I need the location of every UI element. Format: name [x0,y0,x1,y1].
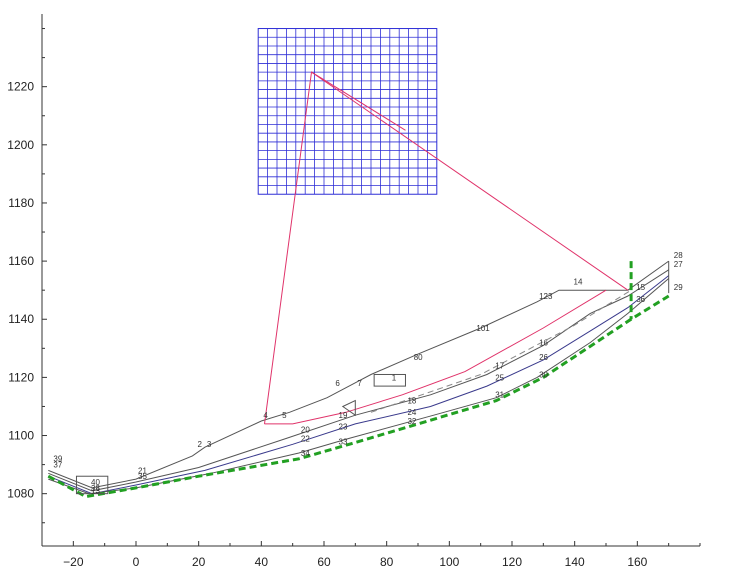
point-label: 32 [407,417,416,426]
point-label: 16 [539,338,548,347]
point-label: 13 [91,487,100,496]
point-label: 5 [282,411,287,420]
point-label: 39 [53,455,62,464]
trial-slip-line-3 [311,71,406,131]
soil-layers [48,260,670,495]
point-label: 27 [674,260,683,269]
x-tick-label: 0 [133,555,140,569]
x-tick-label: 140 [565,555,585,569]
point-label: 29 [674,283,683,292]
point-label: 3 [207,440,212,449]
y-tick-label: 1220 [7,80,34,94]
point-label: 36 [636,295,645,304]
point-label: 80 [414,353,423,362]
point-label: 22 [301,434,310,443]
point-label: 7 [357,379,362,388]
point-label: 17 [495,362,504,371]
label-box [75,475,109,495]
point-label: 33 [339,437,348,446]
x-tick-label: 40 [255,555,269,569]
y-tick-label: 1140 [8,312,34,326]
y-tick-label: 1180 [8,196,34,210]
point-label: 15 [636,283,645,292]
point-label: 35 [138,472,147,481]
y-tick-label: 1160 [8,254,34,268]
axes [41,14,701,547]
point-label: 38 [91,484,100,493]
y-tick-label: 1200 [7,138,34,152]
layer-line-1 [48,260,669,489]
point-label: 37 [53,461,62,470]
point-label: 6 [335,379,340,388]
point-label: 14 [574,277,583,286]
point-label: 1 [392,373,397,382]
point-label: 26 [539,353,548,362]
point-label: 28 [674,251,683,260]
point-label: 25 [495,373,504,382]
trial-slip-line-1 [264,71,629,424]
point-label: 19 [339,411,348,420]
x-tick-label: 100 [439,555,459,569]
point-label: 101 [476,324,490,333]
point-label: 23 [339,423,348,432]
x-tick-label: 160 [627,555,647,569]
layer-line-5 [370,289,632,413]
search-grid-border [257,28,438,195]
point-label: 40 [91,478,100,487]
x-tick-label: 60 [317,555,331,569]
point-label: 34 [301,449,310,458]
y-tick-label: 1100 [8,429,34,443]
point-label: 123 [539,292,553,301]
critical-slip-surface [47,294,670,499]
x-tick-label: −20 [63,555,84,569]
x-tick-label: 80 [380,555,394,569]
layer-line-3 [48,275,670,495]
point-label: 31 [495,391,504,400]
x-tick-label: 20 [192,555,206,569]
point-label: 18 [407,397,416,406]
point-label: 24 [407,408,416,417]
trial-slip-line-2 [264,289,607,425]
x-tick-label: 120 [502,555,522,569]
label-box [373,373,406,387]
tick-labels: −20 0 20 40 60 80 100 120 140 1601080110011201140… [7,80,647,569]
y-tick-label: 1080 [7,487,34,501]
point-label: 21 [138,466,147,475]
search-grid [257,28,438,195]
layer-line-4 [48,278,670,495]
y-tick-label: 1120 [8,370,34,384]
annotations [75,373,406,495]
point-label: 2 [198,440,203,449]
point-label: 20 [301,426,310,435]
point-label: 4 [263,411,268,420]
water-level-marker [341,399,356,417]
point-label: 30 [539,370,548,379]
slip-surfaces [47,71,670,499]
